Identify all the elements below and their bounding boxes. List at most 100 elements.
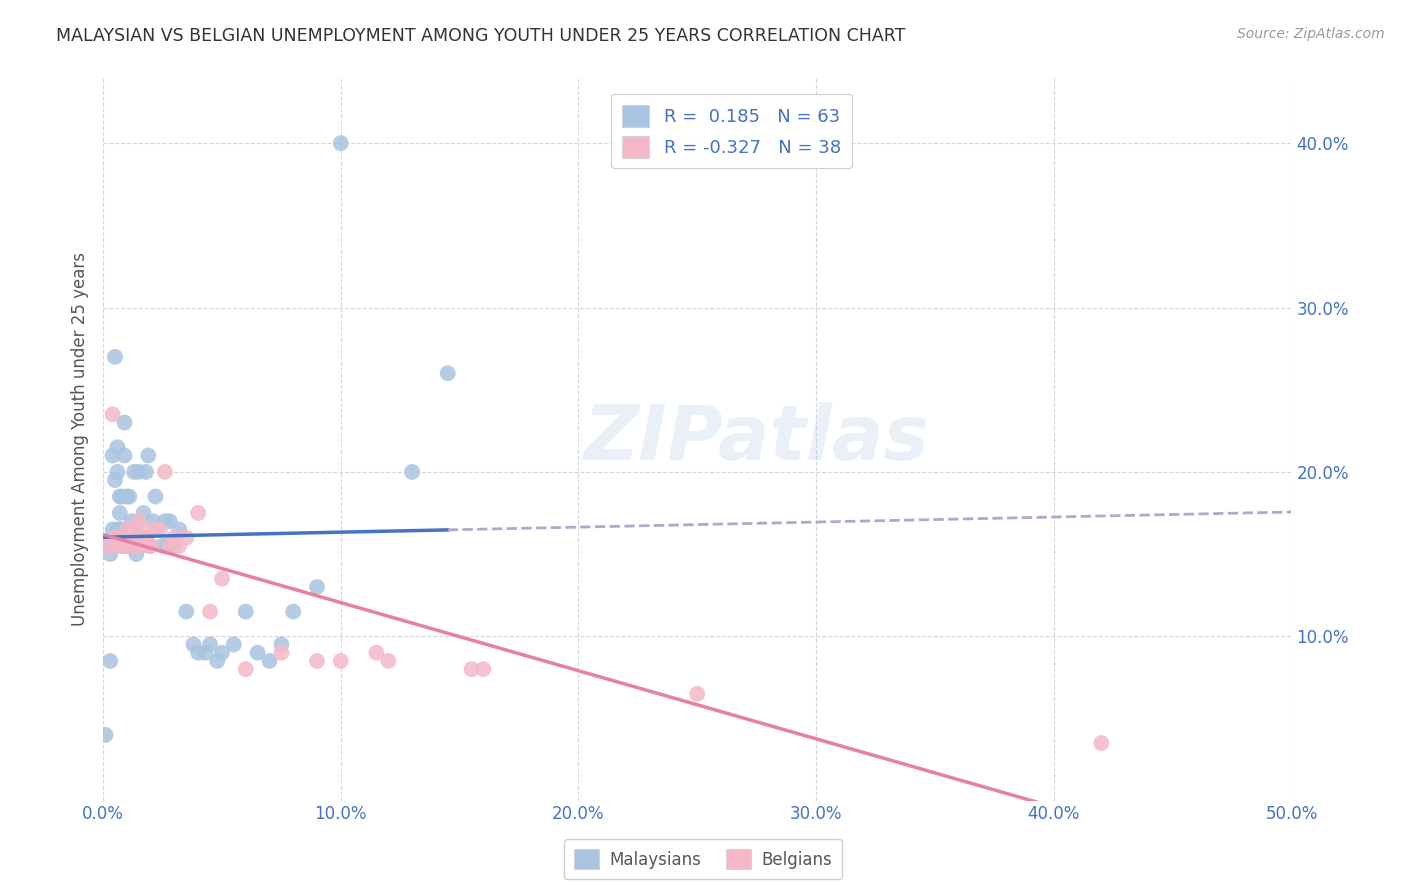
Point	[136, 539, 159, 553]
Point	[270, 646, 292, 660]
Point	[198, 638, 221, 652]
Point	[104, 539, 127, 553]
Point	[121, 539, 143, 553]
Point	[98, 654, 121, 668]
Point	[125, 547, 148, 561]
Point	[176, 531, 198, 545]
Point	[377, 654, 399, 668]
Point	[98, 547, 121, 561]
Point	[122, 465, 145, 479]
Legend: Malaysians, Belgians: Malaysians, Belgians	[564, 838, 842, 880]
Point	[460, 662, 482, 676]
Point	[128, 465, 150, 479]
Y-axis label: Unemployment Among Youth under 25 years: Unemployment Among Youth under 25 years	[72, 252, 89, 626]
Point	[122, 523, 145, 537]
Point	[121, 539, 143, 553]
Point	[167, 523, 190, 537]
Point	[97, 539, 120, 553]
Point	[153, 465, 176, 479]
Point	[401, 465, 423, 479]
Text: ZIPatlas: ZIPatlas	[583, 402, 929, 476]
Point	[305, 580, 328, 594]
Point	[105, 440, 128, 454]
Point	[472, 662, 495, 676]
Point	[235, 662, 257, 676]
Point	[198, 605, 221, 619]
Point	[329, 654, 352, 668]
Point	[97, 539, 120, 553]
Point	[114, 449, 136, 463]
Point	[152, 539, 174, 553]
Point	[115, 539, 138, 553]
Text: Source: ZipAtlas.com: Source: ZipAtlas.com	[1237, 27, 1385, 41]
Point	[1090, 736, 1112, 750]
Point	[187, 506, 209, 520]
Point	[104, 350, 127, 364]
Point	[270, 638, 292, 652]
Point	[149, 523, 172, 537]
Point	[94, 728, 117, 742]
Point	[135, 465, 157, 479]
Point	[114, 416, 136, 430]
Point	[105, 539, 128, 553]
Point	[128, 531, 150, 545]
Point	[105, 465, 128, 479]
Point	[104, 473, 127, 487]
Point	[111, 539, 134, 553]
Point	[153, 514, 176, 528]
Point	[111, 539, 134, 553]
Point	[211, 572, 233, 586]
Point	[108, 506, 131, 520]
Point	[101, 408, 124, 422]
Point	[366, 646, 388, 660]
Text: MALAYSIAN VS BELGIAN UNEMPLOYMENT AMONG YOUTH UNDER 25 YEARS CORRELATION CHART: MALAYSIAN VS BELGIAN UNEMPLOYMENT AMONG …	[56, 27, 905, 45]
Point	[235, 605, 257, 619]
Point	[436, 366, 458, 380]
Point	[101, 523, 124, 537]
Point	[122, 523, 145, 537]
Point	[129, 539, 152, 553]
Point	[163, 539, 186, 553]
Point	[108, 490, 131, 504]
Point	[211, 646, 233, 660]
Point	[686, 687, 709, 701]
Point	[139, 539, 162, 553]
Point	[115, 523, 138, 537]
Point	[142, 514, 165, 528]
Point	[156, 539, 179, 553]
Point	[163, 531, 186, 545]
Point	[167, 539, 190, 553]
Point	[108, 523, 131, 537]
Point	[128, 514, 150, 528]
Point	[205, 654, 228, 668]
Point	[194, 646, 217, 660]
Point	[283, 605, 305, 619]
Point	[135, 531, 157, 545]
Point	[176, 605, 198, 619]
Point	[118, 523, 141, 537]
Point	[125, 539, 148, 553]
Point	[111, 523, 134, 537]
Point	[129, 539, 152, 553]
Point	[159, 514, 181, 528]
Point	[305, 654, 328, 668]
Point	[132, 523, 155, 537]
Point	[111, 490, 134, 504]
Point	[145, 523, 167, 537]
Point	[259, 654, 281, 668]
Point	[329, 136, 352, 151]
Point	[114, 539, 136, 553]
Legend: R =  0.185   N = 63, R = -0.327   N = 38: R = 0.185 N = 63, R = -0.327 N = 38	[612, 94, 852, 169]
Point	[222, 638, 245, 652]
Point	[132, 506, 155, 520]
Point	[246, 646, 269, 660]
Point	[136, 449, 159, 463]
Point	[108, 539, 131, 553]
Point	[104, 531, 127, 545]
Point	[118, 531, 141, 545]
Point	[121, 514, 143, 528]
Point	[101, 449, 124, 463]
Point	[159, 539, 181, 553]
Point	[114, 539, 136, 553]
Point	[183, 638, 205, 652]
